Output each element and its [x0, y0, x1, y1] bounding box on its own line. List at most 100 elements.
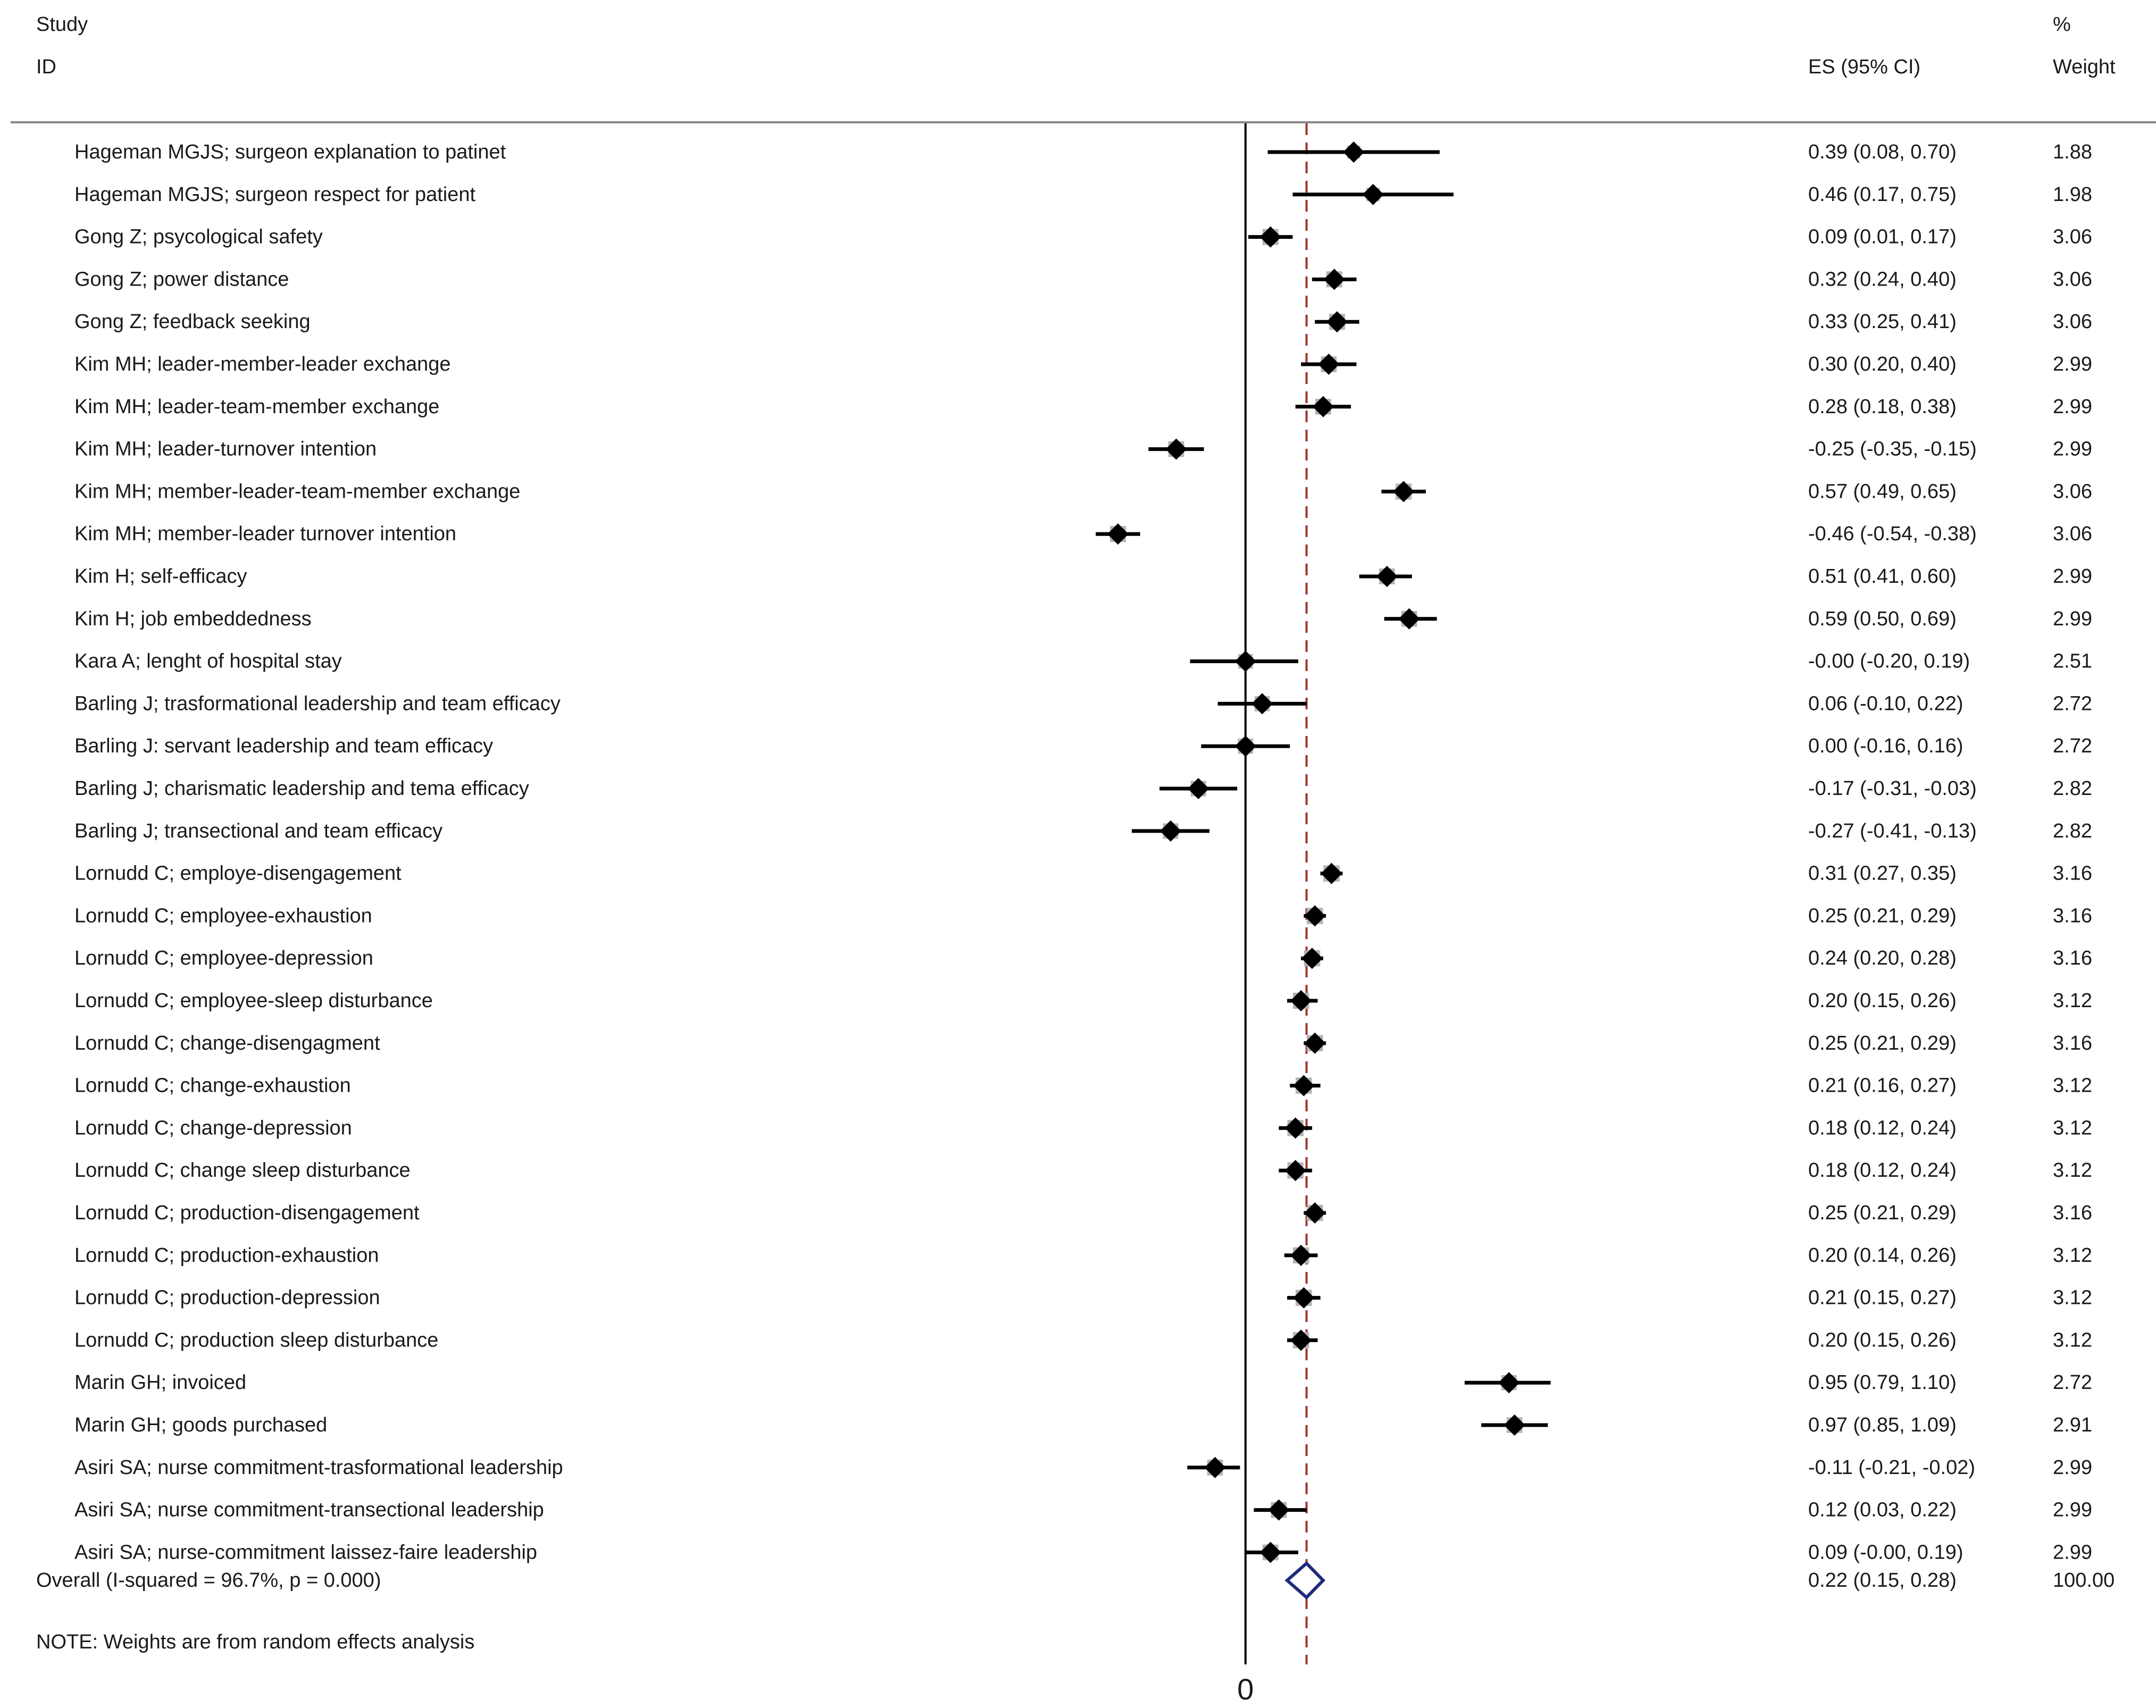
point-estimate-marker [1498, 1372, 1520, 1394]
point-estimate-marker [1165, 438, 1187, 460]
weight-value: 2.99 [2053, 1456, 2092, 1479]
study-label: Lornudd C; change-disengagment [74, 1032, 380, 1054]
weight-value: 3.16 [2053, 905, 2092, 927]
point-estimate-marker [1160, 820, 1182, 842]
study-label: Gong Z; feedback seeking [74, 311, 311, 333]
weight-value: 3.16 [2053, 863, 2092, 885]
weight-value: 3.06 [2053, 523, 2092, 545]
es-ci-value: -0.46 (-0.54, -0.38) [1808, 523, 1977, 545]
weight-value: 3.12 [2053, 1117, 2092, 1139]
es-ci-value: 0.57 (0.49, 0.65) [1808, 480, 1957, 503]
point-estimate-marker [1251, 693, 1273, 715]
point-estimate-marker [1188, 778, 1209, 799]
es-ci-value: -0.17 (-0.31, -0.03) [1808, 777, 1977, 800]
weight-value: 3.12 [2053, 1075, 2092, 1097]
study-label: Kim MH; leader-turnover intention [74, 438, 377, 461]
study-label: Lornudd C; employee-depression [74, 947, 373, 969]
es-ci-value: 0.12 (0.03, 0.22) [1808, 1499, 1957, 1521]
weight-value: 3.06 [2053, 226, 2092, 248]
study-label: Kim H; job embeddedness [74, 608, 312, 630]
weight-value: 3.12 [2053, 990, 2092, 1012]
study-label: Kim MH; member-leader-team-member exchan… [74, 480, 520, 503]
es-ci-value: -0.11 (-0.21, -0.02) [1808, 1456, 1975, 1479]
point-estimate-marker [1323, 269, 1345, 290]
study-label: Gong Z; power distance [74, 268, 289, 290]
weight-value: 2.99 [2053, 1499, 2092, 1521]
weight-value: 3.12 [2053, 1244, 2092, 1267]
es-ci-value: 0.20 (0.15, 0.26) [1808, 1329, 1957, 1351]
point-estimate-marker [1393, 481, 1415, 503]
point-estimate-marker [1326, 311, 1348, 333]
point-estimate-marker [1343, 141, 1365, 163]
es-ci-value: 0.06 (-0.10, 0.22) [1808, 692, 1963, 715]
study-label: Asiri SA; nurse commitment-trasformation… [74, 1456, 563, 1479]
es-ci-value: 0.51 (0.41, 0.60) [1808, 565, 1957, 588]
es-ci-value: 0.28 (0.18, 0.38) [1808, 396, 1957, 418]
point-estimate-marker [1376, 566, 1398, 587]
weight-value: 3.12 [2053, 1159, 2092, 1182]
weight-value: 2.99 [2053, 1541, 2092, 1563]
header-study: Study [36, 13, 88, 36]
study-label: Lornudd C; production sleep disturbance [74, 1329, 438, 1351]
study-label: Lornudd C; production-disengagement [74, 1202, 420, 1224]
es-ci-value: 0.97 (0.85, 1.09) [1808, 1414, 1957, 1436]
weight-value: 2.99 [2053, 396, 2092, 418]
weight-value: 2.99 [2053, 438, 2092, 461]
es-ci-value: 0.59 (0.50, 0.69) [1808, 608, 1957, 630]
es-ci-value: 0.25 (0.21, 0.29) [1808, 1202, 1957, 1224]
point-estimate-marker [1284, 1117, 1306, 1139]
study-label: Gong Z; psycological safety [74, 226, 323, 248]
study-label: Lornudd C; production-exhaustion [74, 1244, 379, 1267]
weight-value: 2.51 [2053, 650, 2092, 673]
weight-value: 2.72 [2053, 1371, 2092, 1394]
es-ci-value: 0.46 (0.17, 0.75) [1808, 183, 1957, 206]
es-ci-value: 0.20 (0.15, 0.26) [1808, 990, 1957, 1012]
point-estimate-marker [1268, 1499, 1290, 1521]
study-label: Hageman MGJS; surgeon explanation to pat… [74, 141, 506, 163]
point-estimate-marker [1259, 226, 1281, 248]
es-ci-value: 0.30 (0.20, 0.40) [1808, 353, 1957, 375]
study-label: Barling J: servant leadership and team e… [74, 735, 493, 757]
weight-value: 2.72 [2053, 692, 2092, 715]
weight-value: 2.99 [2053, 608, 2092, 630]
weight-value: 2.82 [2053, 820, 2092, 842]
study-label: Marin GH; goods purchased [74, 1414, 327, 1436]
header-weight: Weight [2053, 56, 2116, 78]
weight-value: 3.12 [2053, 1287, 2092, 1309]
weight-value: 3.12 [2053, 1329, 2092, 1351]
study-label: Lornudd C; employee-exhaustion [74, 905, 372, 927]
es-ci-value: 0.18 (0.12, 0.24) [1808, 1117, 1957, 1139]
point-estimate-marker [1284, 1160, 1306, 1182]
point-estimate-marker [1301, 948, 1323, 969]
point-estimate-marker [1313, 396, 1334, 417]
point-estimate-marker [1304, 1032, 1326, 1054]
study-label: Barling J; charismatic leadership and te… [74, 777, 529, 800]
study-label: Lornudd C; employee-sleep disturbance [74, 990, 433, 1012]
overall-es-ci: 0.22 (0.15, 0.28) [1808, 1569, 1957, 1592]
es-ci-value: 0.21 (0.15, 0.27) [1808, 1287, 1957, 1309]
es-ci-value: 0.33 (0.25, 0.41) [1808, 311, 1957, 333]
point-estimate-marker [1304, 1202, 1326, 1224]
study-label: Asiri SA; nurse-commitment laissez-faire… [74, 1541, 537, 1563]
header-percent: % [2053, 13, 2071, 36]
study-label: Kara A; lenght of hospital stay [74, 650, 342, 673]
es-ci-value: 0.31 (0.27, 0.35) [1808, 863, 1957, 885]
es-ci-value: 0.95 (0.79, 1.10) [1808, 1371, 1957, 1394]
point-estimate-marker [1235, 650, 1256, 672]
study-label: Kim MH; member-leader turnover intention [74, 523, 456, 545]
point-estimate-marker [1293, 1075, 1315, 1096]
point-estimate-marker [1503, 1414, 1525, 1436]
study-label: Lornudd C; change sleep disturbance [74, 1159, 411, 1182]
study-label: Lornudd C; change-depression [74, 1117, 352, 1139]
header-es-ci: ES (95% CI) [1808, 56, 1920, 78]
es-ci-value: 0.32 (0.24, 0.40) [1808, 268, 1957, 290]
es-ci-value: 0.39 (0.08, 0.70) [1808, 141, 1957, 163]
weight-value: 3.16 [2053, 1032, 2092, 1054]
point-estimate-marker [1259, 1542, 1281, 1563]
study-label: Marin GH; invoiced [74, 1371, 246, 1394]
point-estimate-marker [1290, 1329, 1312, 1351]
point-estimate-marker [1318, 354, 1340, 375]
study-rows: Hageman MGJS; surgeon explanation to pat… [74, 141, 2092, 1563]
point-estimate-marker [1362, 183, 1384, 205]
